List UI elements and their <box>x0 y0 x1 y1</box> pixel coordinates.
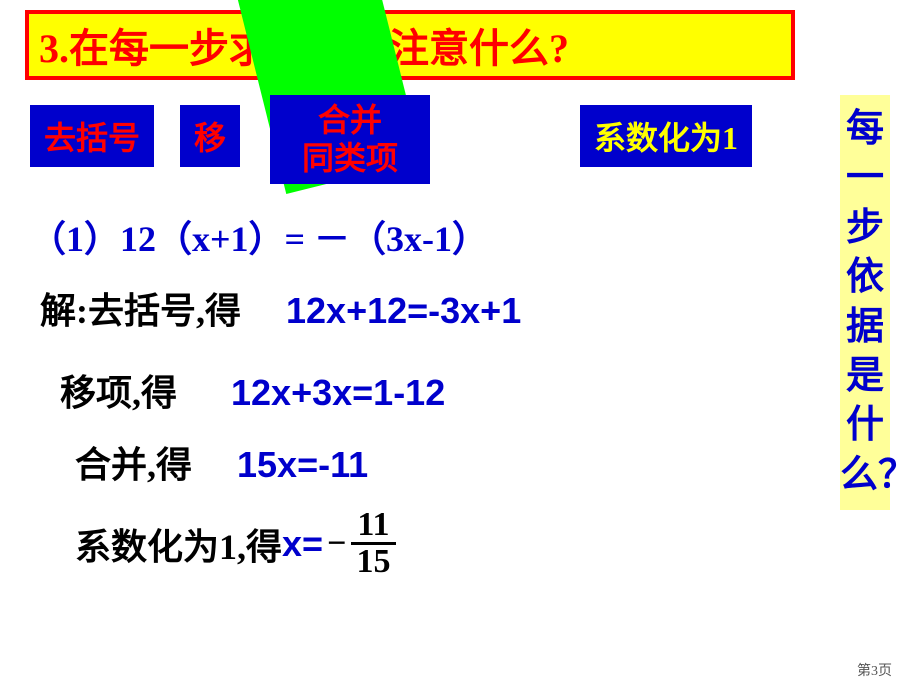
side-column: 每一步 依据是什么？ <box>840 95 890 510</box>
step3-value: 15x=-11 <box>237 444 368 485</box>
page-number: 第3页 <box>857 660 892 680</box>
step1-value: 12x+12=-3x+1 <box>286 290 521 331</box>
question-banner: 3.在每一步求解时要注意什么? <box>25 10 795 80</box>
merge-line1: 合并 同类项 <box>302 102 398 176</box>
step3-label: 合并,得 <box>75 445 192 485</box>
fraction-denominator: 15 <box>350 545 396 579</box>
step2-label: 移项,得 <box>60 373 177 413</box>
tag-merge-like-terms: 合并 同类项 <box>270 95 430 184</box>
side-text: 每一步 依据是什么？ <box>840 105 890 500</box>
fraction-numerator: 11 <box>351 508 395 545</box>
step1: 解:去括号,得 12x+12=-3x+1 <box>40 282 810 334</box>
step3: 合并,得 15x=-11 <box>75 436 475 488</box>
step1-label: 解:去括号,得 <box>40 291 241 331</box>
tag-move-terms: 移 <box>180 105 240 167</box>
step2-value: 12x+3x=1-12 <box>231 372 445 413</box>
equation-problem: （1）12（x+1）= －（3x-1） <box>30 210 810 262</box>
tag-coefficient-one: 系数化为1 <box>580 105 752 167</box>
tag-remove-brackets: 去括号 <box>30 105 154 167</box>
step4: 系数化为1,得 x= − 11 15 <box>75 508 810 579</box>
fraction: 11 15 <box>350 508 396 579</box>
solution-content: （1）12（x+1）= －（3x-1） 解:去括号,得 12x+12=-3x+1… <box>30 210 810 599</box>
step4-var: x= <box>282 523 323 565</box>
step2: 移项,得 12x+3x=1-12 <box>60 364 810 416</box>
fraction-minus: − <box>327 525 346 563</box>
step4-label: 系数化为1,得 <box>75 518 282 570</box>
